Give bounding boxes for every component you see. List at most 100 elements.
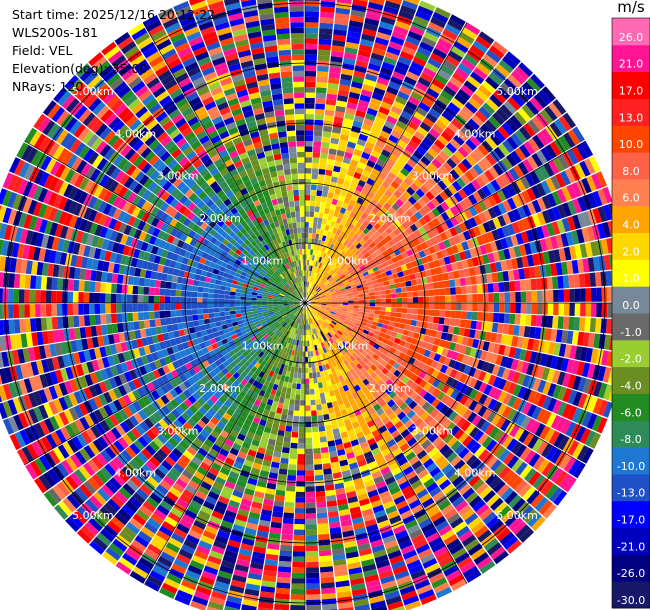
range-gate [516,219,526,232]
range-gate [300,346,303,352]
range-gate [385,227,393,235]
range-gate [536,303,543,315]
range-gate [324,109,335,117]
range-gate [500,237,509,250]
range-gate [372,47,386,57]
range-gate [326,301,332,303]
range-gate [325,294,332,298]
range-gate [427,162,439,173]
range-gate [467,118,480,131]
range-gate [308,294,312,299]
range-gate [561,330,569,344]
range-gate [341,291,348,295]
range-gate [524,173,536,187]
range-gate [336,254,343,261]
range-gate [536,197,547,212]
range-gate [487,283,494,293]
range-gate [587,363,596,379]
range-gate [313,292,318,297]
range-gate [314,388,320,395]
range-gate [309,271,312,277]
range-gate [577,259,585,274]
range-gate [363,261,371,268]
range-gate [406,158,417,169]
range-gate [417,160,428,171]
range-gate [333,116,344,124]
range-gate [315,298,321,301]
range-gate [558,248,567,262]
range-gate [315,279,320,285]
range-gate [310,195,316,201]
range-gate [428,261,436,269]
range-gate [387,185,397,194]
range-gate [343,197,351,205]
range-gate [358,293,364,298]
range-gate [407,291,413,298]
range-gate [336,235,343,243]
range-gate [540,180,552,195]
range-gate [323,289,329,294]
range-gate [320,201,326,208]
range-gate [305,243,308,250]
range-gate [327,153,336,161]
range-gate [514,314,521,325]
range-gate [339,167,348,175]
range-gate [305,205,310,212]
range-gate [287,474,296,481]
range-gate [320,308,326,311]
range-gate [445,303,451,310]
range-gate [440,211,450,222]
range-gate [345,228,352,235]
range-gate [320,447,329,454]
range-gate [357,49,371,58]
range-gate [393,189,403,199]
range-gate [555,173,566,188]
range-gate [319,550,332,557]
range-gate [309,254,313,261]
range-gate [369,57,383,67]
range-gate [431,207,441,218]
range-gate [353,303,359,306]
range-gate [432,11,449,24]
range-gate [560,170,571,186]
range-gate [395,95,408,106]
range-gate [492,90,507,104]
range-gate [319,28,333,35]
range-gate [361,187,370,196]
range-gate [562,275,570,289]
range-gate [334,253,340,260]
range-gate [323,125,333,133]
range-gate [507,197,517,210]
range-gate [368,173,378,182]
range-gate [493,303,500,313]
range-gate [451,334,459,343]
range-gate [305,340,308,347]
range-gate [328,226,334,233]
range-gate [399,153,410,163]
range-gate [293,415,300,422]
range-gate [332,282,338,287]
range-gate [379,310,386,316]
range-gate [418,303,424,309]
range-gate [308,287,312,294]
range-gate [362,234,370,242]
range-gate [357,287,363,292]
range-gate [401,313,407,319]
range-gate [321,403,328,410]
range-gate [400,203,409,213]
range-gate [476,235,485,246]
range-gate [386,198,395,207]
range-gate [331,198,338,206]
range-gate [351,154,361,162]
range-gate [328,186,336,194]
range-gate [305,103,315,109]
range-gate [507,74,522,89]
range-gate [442,161,453,173]
range-gate [375,326,382,332]
range-gate [386,46,401,56]
range-gate [358,99,370,108]
range-gate [453,150,465,162]
range-gate [439,303,446,310]
range-gate [598,334,606,350]
range-gate [397,90,410,101]
